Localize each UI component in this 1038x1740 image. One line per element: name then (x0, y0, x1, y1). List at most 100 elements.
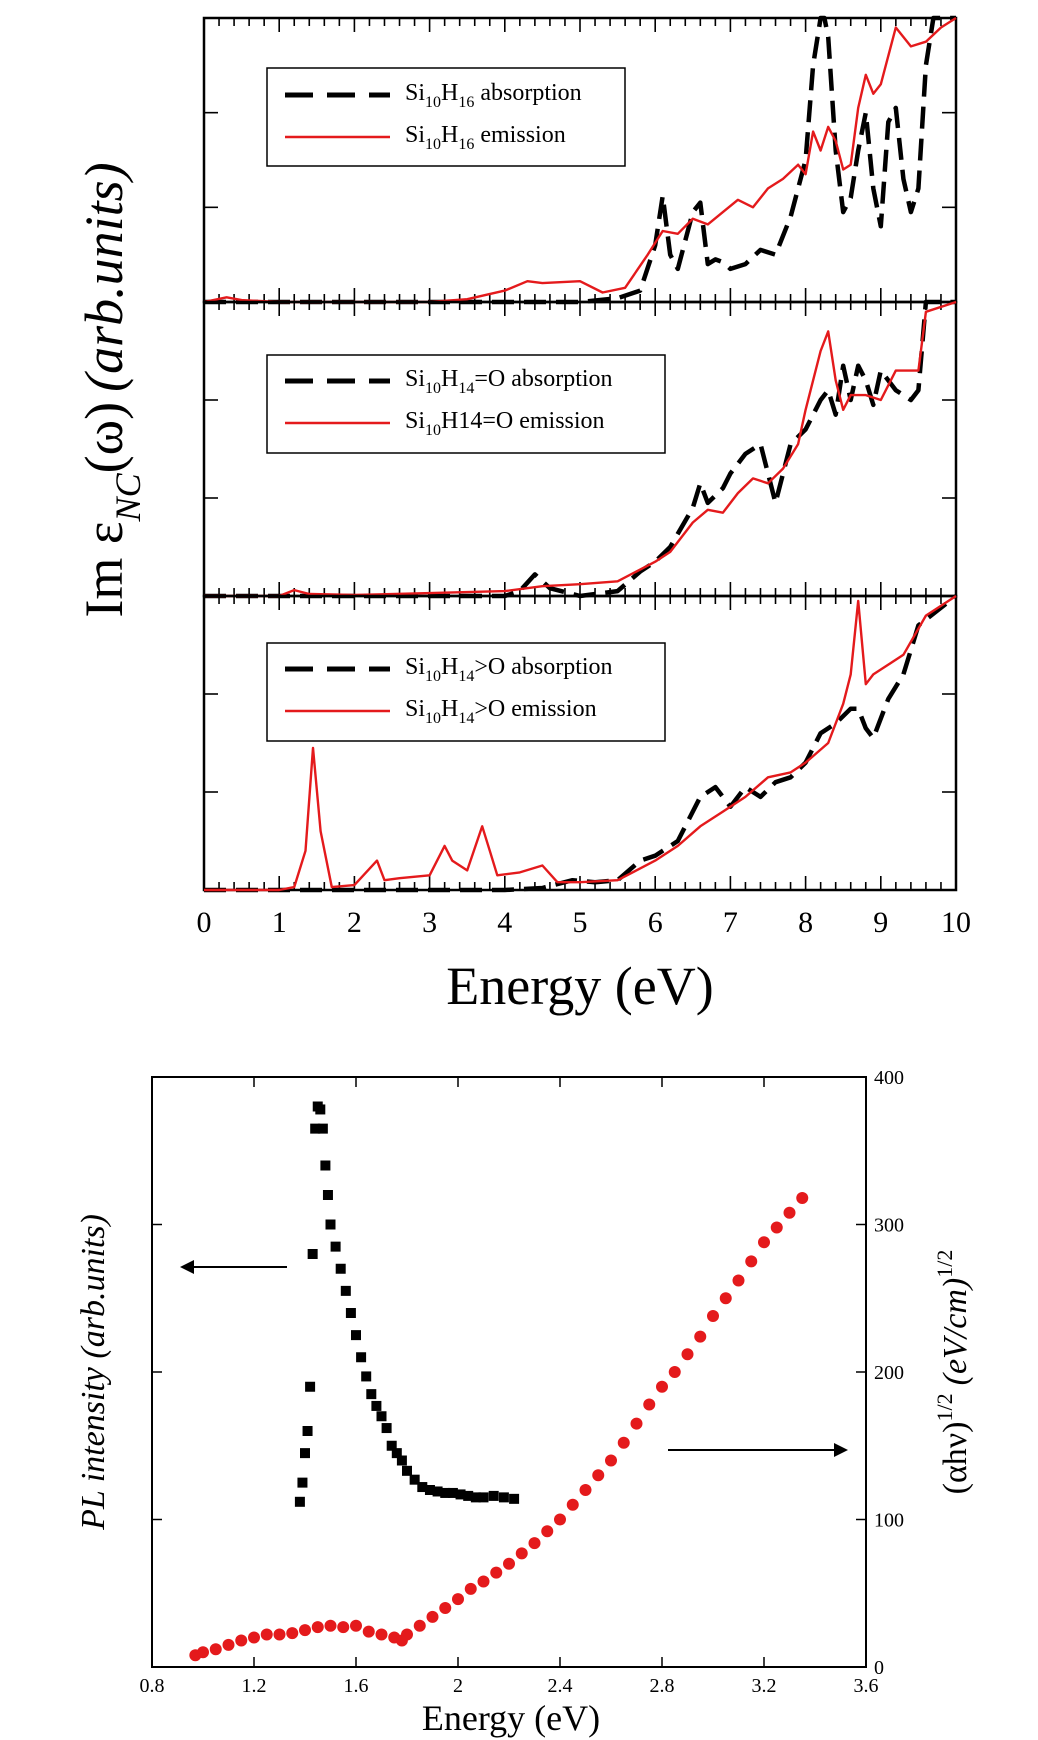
absorption-data-point (643, 1398, 656, 1411)
legend-label-emission: Si10H14>O emission (405, 696, 597, 727)
pl-data-point (447, 1487, 458, 1498)
pl-data-point (320, 1160, 331, 1171)
bottom-chart: 0.8 1.2 1.6 2 2.4 2.8 3.2 3.6 0 100 200 300 400 Ene… (75, 1067, 974, 1738)
absorption-data-point (477, 1575, 490, 1588)
bottom-x-axis-label: Energy (eV) (422, 1698, 600, 1738)
x-tick-label: 10 (941, 906, 971, 939)
pl-data-point (478, 1492, 489, 1503)
legend-label-absorption: Si10H14>O absorption (405, 654, 613, 685)
x-tick-label: 1 (272, 906, 287, 939)
emission-series-line (204, 300, 957, 598)
pl-data-point (432, 1486, 443, 1497)
pl-data-point (315, 1104, 326, 1115)
top-y-axis-label: Im εNC(ω)(arb.units) (74, 162, 148, 617)
absorption-data-point (745, 1255, 758, 1268)
bottom-x-tick-labels: 0.8 1.2 1.6 2 2.4 2.8 3.2 3.6 (140, 1675, 879, 1697)
panel-series (204, 594, 958, 893)
pl-data-point (325, 1219, 336, 1230)
absorption-data-point (617, 1436, 630, 1449)
legend: Si10H16 absorption Si10H16 emission (266, 67, 626, 167)
absorption-data-point (413, 1619, 426, 1632)
bottom-ticks (151, 1077, 867, 1667)
pl-data-point (470, 1492, 481, 1503)
pl-data-point (322, 1190, 333, 1200)
absorption-data-point (350, 1619, 362, 1632)
pl-data-point (440, 1487, 451, 1498)
y-tick-label: 200 (874, 1362, 904, 1384)
absorption-data-point (337, 1621, 350, 1634)
pl-data-point (424, 1485, 435, 1495)
absorption-data-point (235, 1634, 248, 1647)
absorption-data-point (770, 1221, 783, 1234)
absorption-data-point (286, 1627, 299, 1640)
pl-data-point (386, 1440, 397, 1451)
y-tick-label: 100 (874, 1510, 904, 1532)
absorption-data-point (566, 1498, 579, 1511)
absorption-data-point (375, 1628, 388, 1641)
absorption-data-point (439, 1602, 452, 1614)
absorption-data-point (694, 1330, 707, 1343)
panel-si10h16: Si10H16 absorption Si10H16 emission (202, 15, 958, 305)
absorption-data-point (592, 1469, 605, 1482)
absorption-data-point (209, 1643, 222, 1656)
x-tick-label: 7 (723, 906, 738, 939)
bottom-left-y-axis-label: PL intensity (arb.units) (75, 1214, 112, 1531)
x-tick-label: 3.6 (854, 1675, 879, 1697)
pl-data-point (391, 1448, 402, 1459)
pl-data-point (335, 1263, 346, 1274)
absorption-data-point (783, 1206, 796, 1219)
pl-data-point (300, 1448, 310, 1459)
legend: Si10H14>O absorption Si10H14>O emission (266, 642, 666, 742)
absorption-data-point (630, 1417, 643, 1430)
pl-data-point (340, 1285, 351, 1296)
pl-data-point (402, 1465, 412, 1476)
absorption-data-point (248, 1631, 260, 1644)
absorption-data-point (273, 1628, 286, 1641)
top-x-tick-labels: 0 1 2 3 4 5 6 7 8 9 10 (197, 906, 972, 939)
pl-data-point (381, 1423, 392, 1434)
top-chart: Si10H16 absorption Si10H16 emission Si10… (74, 15, 972, 1016)
bottom-plot-frame (151, 1076, 867, 1668)
absorption-data-point (197, 1646, 209, 1659)
legend-label-absorption: Si10H16 absorption (405, 80, 582, 111)
absorption-data-point (732, 1274, 745, 1287)
absorption-data-point (579, 1484, 592, 1496)
legend-box (266, 354, 666, 454)
absorption-data-point (681, 1348, 694, 1361)
absorption-data-point (311, 1621, 324, 1634)
emission-series-line (203, 16, 957, 304)
legend-box (266, 67, 626, 167)
x-tick-label: 2.8 (650, 1675, 675, 1697)
absorption-data-point (324, 1619, 337, 1632)
absorption-data-point (260, 1628, 273, 1641)
x-tick-label: 1.6 (344, 1675, 369, 1697)
bottom-series (189, 1101, 809, 1662)
pl-data-point (455, 1489, 466, 1500)
panel-si10h14-bridge-o: Si10H14>O absorption Si10H14>O emission (202, 594, 958, 893)
absorption-data-point (554, 1513, 566, 1526)
absorption-data-point (452, 1593, 464, 1606)
pl-data-point (345, 1308, 356, 1318)
pl-data-point (409, 1474, 420, 1485)
x-tick-label: 2 (347, 906, 362, 939)
pl-data-point (509, 1493, 520, 1504)
pl-data-point (317, 1123, 328, 1134)
x-tick-label: 0.8 (140, 1675, 165, 1697)
absorption-data-point (528, 1537, 541, 1550)
panel-ticks (203, 596, 957, 890)
panel-ticks (203, 302, 957, 596)
pl-data-point (463, 1490, 474, 1501)
absorption-data-point (299, 1624, 311, 1637)
x-tick-label: 1.2 (242, 1675, 267, 1697)
absorption-data-point (758, 1236, 770, 1249)
pl-data-point (396, 1455, 407, 1466)
pl-data-point (488, 1490, 499, 1501)
panel-si10h14-double-o: Si10H14=O absorption Si10H14=O emission (202, 299, 958, 599)
pl-data-point (351, 1330, 361, 1341)
pl-data-point (294, 1496, 305, 1507)
x-tick-label: 0 (197, 906, 212, 939)
absorption-data-point (464, 1582, 477, 1595)
legend-label-emission: Si10H14=O emission (405, 408, 605, 439)
pl-data-point (371, 1400, 382, 1411)
